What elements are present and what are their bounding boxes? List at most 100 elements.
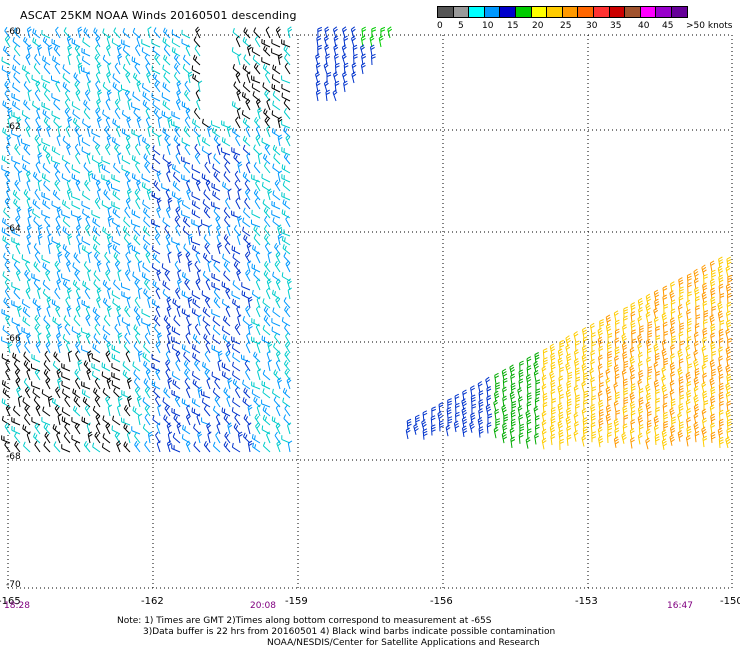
wind-barb <box>613 310 619 322</box>
wind-barb <box>14 143 21 156</box>
wind-barb <box>645 383 651 396</box>
wind-barb <box>261 335 271 345</box>
wind-barb <box>679 394 684 406</box>
wind-barb <box>55 80 61 93</box>
wind-barb <box>718 382 724 395</box>
wind-barb <box>3 297 11 309</box>
wind-barb <box>263 207 271 219</box>
wind-barb <box>663 357 669 369</box>
wind-barb <box>42 55 51 66</box>
wind-barb <box>75 305 81 318</box>
wind-barb <box>703 318 708 331</box>
latitude-label: -70 <box>6 580 21 590</box>
wind-barb <box>231 47 241 57</box>
wind-barb <box>134 296 141 309</box>
wind-barb <box>718 337 724 350</box>
wind-barb <box>255 305 261 318</box>
wind-barb <box>111 372 121 381</box>
wind-barb <box>581 362 587 375</box>
wind-barb <box>96 296 101 309</box>
wind-barb <box>286 377 292 390</box>
wind-barb <box>242 217 251 228</box>
wind-barb <box>56 431 61 444</box>
wind-barb <box>181 38 191 48</box>
wind-barb <box>151 299 161 309</box>
wind-barb <box>23 99 31 111</box>
wind-barb <box>565 416 572 428</box>
wind-barb <box>343 80 348 93</box>
wind-barb <box>174 125 181 138</box>
wind-barb <box>134 440 141 453</box>
wind-barb <box>11 254 21 264</box>
wind-barb <box>26 332 32 345</box>
wind-barb <box>234 386 241 399</box>
wind-barb <box>272 271 281 282</box>
wind-barb <box>51 75 61 84</box>
wind-barb <box>57 341 63 354</box>
wind-barb <box>145 107 151 120</box>
wind-barb <box>55 386 61 399</box>
colorbar-label: 30 <box>586 21 598 31</box>
wind-barb <box>582 426 588 438</box>
wind-barb <box>32 37 41 48</box>
wind-barb <box>194 44 201 57</box>
wind-barb <box>678 376 684 388</box>
wind-barb <box>224 242 231 255</box>
wind-barb <box>81 47 91 57</box>
wind-barb <box>74 125 81 138</box>
wind-barb <box>430 424 436 436</box>
wind-barb <box>453 420 460 433</box>
wind-barb <box>146 188 152 201</box>
wind-barb <box>2 45 11 57</box>
wind-barb <box>710 413 716 425</box>
wind-barb <box>43 315 51 327</box>
wind-barb <box>142 234 151 246</box>
wind-barb <box>510 373 516 385</box>
wind-barb <box>106 233 112 246</box>
wind-barb <box>73 315 81 327</box>
wind-barb <box>725 328 731 341</box>
wind-barb <box>679 322 684 334</box>
wind-barb <box>34 188 41 201</box>
wind-barb <box>192 379 201 390</box>
wind-barb <box>254 197 261 210</box>
wind-barb <box>221 325 231 336</box>
wind-barb <box>232 352 241 363</box>
wind-barb <box>117 89 123 102</box>
wind-barb <box>17 395 23 408</box>
wind-barb <box>83 261 91 273</box>
wind-barb <box>315 71 320 84</box>
wind-barb <box>244 359 251 372</box>
wind-barb <box>107 242 113 255</box>
wind-barb <box>205 341 211 354</box>
wind-barb <box>252 442 261 453</box>
wind-barb <box>156 440 161 453</box>
wind-barb <box>61 154 71 165</box>
wind-barb <box>216 422 221 435</box>
wind-barb <box>638 388 644 400</box>
wind-barb <box>136 395 142 408</box>
wind-barb <box>82 37 91 48</box>
wind-barb <box>653 289 660 302</box>
wind-barb <box>71 173 81 183</box>
wind-barb <box>154 80 161 93</box>
wind-barb <box>86 422 91 435</box>
wind-barb <box>686 416 691 429</box>
wind-barb <box>685 434 691 447</box>
wind-barb <box>630 419 636 431</box>
wind-barb <box>493 399 499 412</box>
wind-barb <box>161 92 171 102</box>
wind-barb <box>203 207 211 219</box>
wind-barb <box>34 323 41 336</box>
wind-barb <box>77 26 83 39</box>
wind-barb <box>221 407 231 417</box>
wind-barb <box>53 45 61 57</box>
wind-barb <box>64 161 71 174</box>
wind-barb <box>121 417 131 426</box>
wind-barb <box>147 26 152 39</box>
wind-barb <box>194 359 201 372</box>
wind-barb <box>12 100 21 111</box>
wind-barb <box>157 404 162 417</box>
wind-barb <box>74 440 81 453</box>
wind-barb <box>42 163 51 174</box>
